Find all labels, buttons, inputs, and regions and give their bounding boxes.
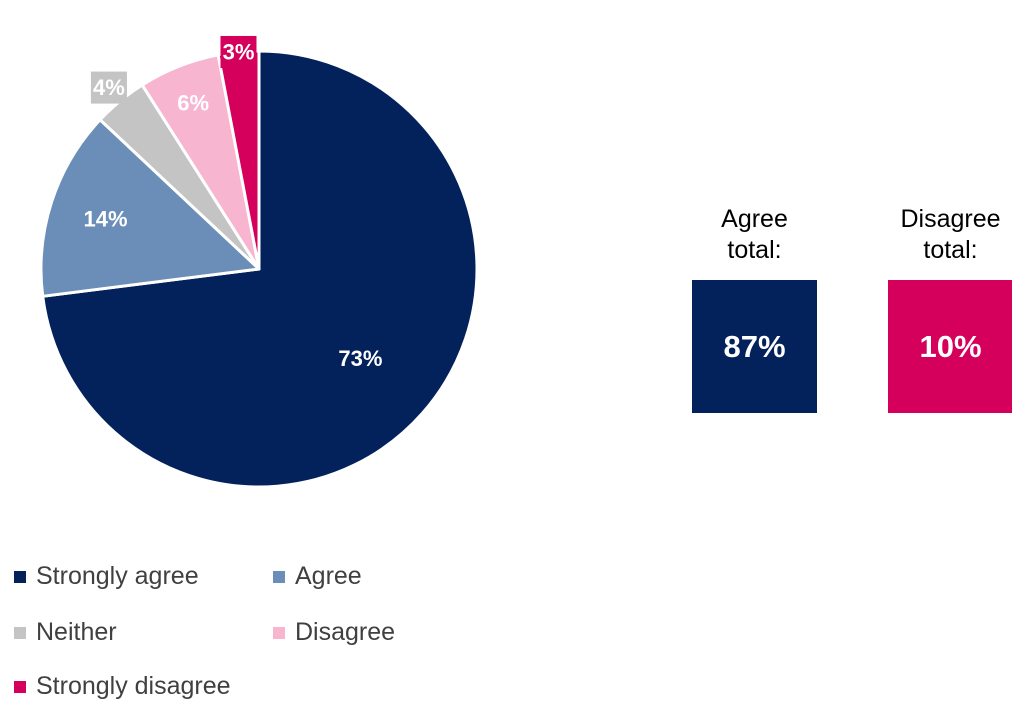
agree-total-label: Agree total: <box>692 204 817 268</box>
disagree-total-block: Disagree total: 10% <box>888 204 1012 413</box>
disagree-total-value-box: 10% <box>888 280 1012 413</box>
agree-total-label-line2: total: <box>727 236 782 265</box>
legend-item-neither: Neither <box>14 618 117 647</box>
pie-slices <box>39 49 479 489</box>
chart-legend: Strongly agree Agree Neither Disagree St… <box>14 562 454 702</box>
pie-slice-agree <box>39 118 261 298</box>
legend-label-strongly-agree: Strongly agree <box>36 562 199 590</box>
data-label-strongly-agree: 73% <box>338 346 382 371</box>
legend-swatch-neither <box>14 626 26 639</box>
legend-swatch-agree <box>273 570 285 583</box>
legend-item-disagree: Disagree <box>273 618 395 647</box>
data-label-box-strongly-disagree <box>220 35 257 68</box>
legend-swatch-strongly-agree <box>14 570 26 583</box>
data-label-neither: 4% <box>93 75 125 100</box>
disagree-total-label-line1: Disagree <box>900 205 1001 233</box>
legend-swatch-strongly-disagree <box>14 680 26 693</box>
agree-total-value: 87% <box>723 328 786 364</box>
agree-total-block: Agree total: 87% <box>692 204 817 413</box>
legend-swatch-disagree <box>273 626 285 639</box>
data-label-agree: 14% <box>84 207 128 232</box>
legend-item-strongly-agree: Strongly agree <box>14 562 199 591</box>
data-label-strongly-disagree: 3% <box>223 39 255 64</box>
disagree-total-label-line2: total: <box>923 236 978 265</box>
pie-data-labels: 73% 14% 4% 6% 3% <box>84 35 382 371</box>
legend-item-agree: Agree <box>273 562 362 591</box>
agree-total-label-line1: Agree <box>721 205 788 233</box>
legend-label-agree: Agree <box>295 562 362 590</box>
disagree-total-label: Disagree total: <box>888 204 1012 268</box>
legend-label-neither: Neither <box>36 618 117 646</box>
disagree-total-value: 10% <box>919 328 982 364</box>
legend-item-strongly-disagree: Strongly disagree <box>14 672 231 701</box>
legend-label-strongly-disagree: Strongly disagree <box>36 672 231 700</box>
agree-total-value-box: 87% <box>692 280 817 413</box>
data-label-box-neither <box>90 71 127 104</box>
legend-label-disagree: Disagree <box>295 618 396 646</box>
data-label-disagree: 6% <box>177 90 209 115</box>
